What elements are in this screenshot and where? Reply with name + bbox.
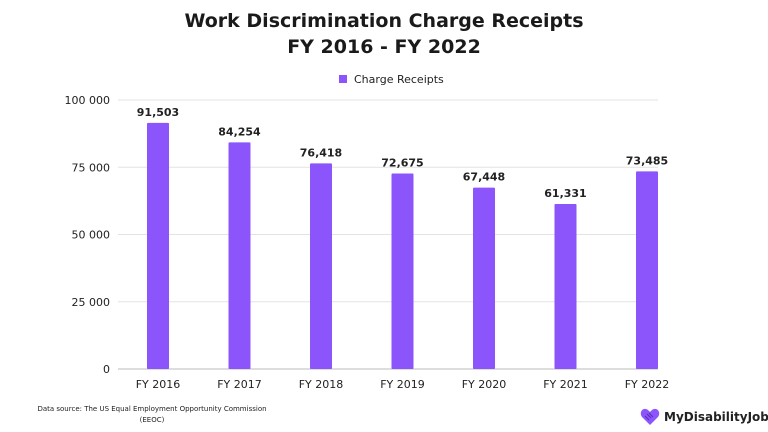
x-tick-label: FY 2019 — [380, 378, 425, 391]
y-tick-label: 50 000 — [72, 229, 111, 242]
bar — [147, 122, 169, 369]
chart-subtitle: FY 2016 - FY 2022 — [287, 36, 481, 58]
data-source-note: Data source: The US Equal Employment Opp… — [37, 405, 267, 424]
bar — [554, 204, 577, 369]
logo: MyDisabilityJobs — [640, 408, 768, 426]
chart-title: Work Discrimination Charge Receipts — [184, 10, 584, 32]
x-tick-label: FY 2021 — [543, 378, 588, 391]
heart-logo-icon — [640, 408, 660, 425]
bar — [636, 171, 658, 369]
legend-swatch — [339, 75, 347, 83]
data-label: 61,331 — [544, 187, 586, 200]
x-tick-label: FY 2020 — [462, 378, 507, 391]
bar — [310, 163, 332, 369]
x-tick-label: FY 2022 — [625, 378, 670, 391]
data-label: 72,675 — [381, 157, 423, 170]
bar-chart: 0 25 000 50 000 75 000 100 000 Charge Receipt… — [65, 73, 670, 391]
y-tick-label: 75 000 — [72, 161, 111, 174]
data-label: 67,448 — [463, 171, 505, 184]
bar — [391, 173, 414, 369]
x-tick-label: FY 2018 — [299, 378, 344, 391]
data-label: 76,418 — [300, 146, 342, 159]
legend-label: Charge Receipts — [354, 73, 444, 86]
bar — [473, 187, 495, 369]
y-tick-label: 25 000 — [72, 296, 111, 309]
data-label: 73,485 — [626, 154, 668, 167]
y-tick-label: 0 — [103, 363, 110, 376]
y-tick-label: 100 000 — [65, 94, 111, 107]
bar — [228, 142, 251, 369]
data-label: 84,254 — [218, 125, 261, 138]
x-tick-label: FY 2017 — [217, 378, 262, 391]
logo-text: MyDisabilityJobs — [664, 410, 768, 424]
x-tick-label: FY 2016 — [136, 378, 181, 391]
data-label: 91,503 — [137, 106, 179, 119]
